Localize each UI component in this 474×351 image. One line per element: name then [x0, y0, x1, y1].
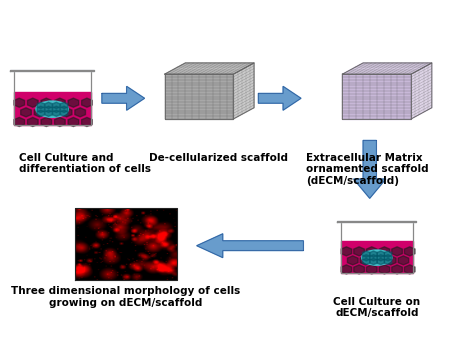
Polygon shape [164, 74, 233, 119]
Polygon shape [258, 86, 301, 110]
Polygon shape [354, 140, 386, 198]
Polygon shape [14, 71, 91, 126]
Polygon shape [233, 63, 254, 119]
Polygon shape [197, 234, 303, 258]
Polygon shape [164, 63, 254, 74]
Text: Three dimensional morphology of cells
growing on dECM/scaffold: Three dimensional morphology of cells gr… [11, 286, 240, 308]
Text: Cell Culture on
dECM/scaffold: Cell Culture on dECM/scaffold [333, 297, 420, 318]
Ellipse shape [36, 101, 68, 117]
Polygon shape [341, 222, 413, 273]
Text: Extracellular Matrix
ornamented scaffold
(dECM/scaffold): Extracellular Matrix ornamented scaffold… [306, 153, 428, 186]
Text: De-cellularized scaffold: De-cellularized scaffold [149, 153, 288, 163]
Polygon shape [102, 86, 145, 110]
Polygon shape [337, 220, 416, 222]
Text: Cell Culture and
differentiation of cells: Cell Culture and differentiation of cell… [19, 153, 151, 174]
Polygon shape [342, 74, 411, 119]
Polygon shape [411, 63, 432, 119]
Polygon shape [14, 92, 91, 126]
Ellipse shape [362, 250, 392, 265]
Polygon shape [342, 63, 432, 74]
Polygon shape [10, 69, 94, 71]
Polygon shape [341, 241, 413, 273]
